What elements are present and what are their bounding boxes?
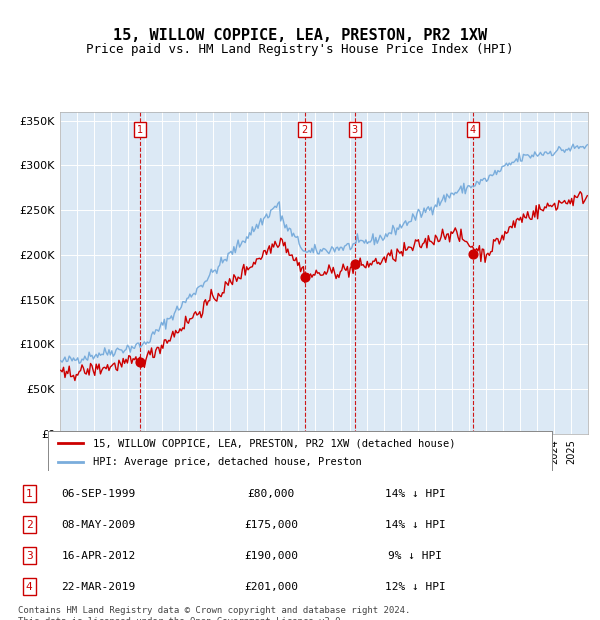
Text: £80,000: £80,000 bbox=[248, 489, 295, 498]
Text: 15, WILLOW COPPICE, LEA, PRESTON, PR2 1XW (detached house): 15, WILLOW COPPICE, LEA, PRESTON, PR2 1X… bbox=[94, 438, 456, 448]
Text: 14% ↓ HPI: 14% ↓ HPI bbox=[385, 520, 446, 529]
Text: HPI: Average price, detached house, Preston: HPI: Average price, detached house, Pres… bbox=[94, 457, 362, 467]
Text: 1: 1 bbox=[26, 489, 32, 498]
Text: 3: 3 bbox=[26, 551, 32, 560]
Text: 2: 2 bbox=[26, 520, 32, 529]
Text: 14% ↓ HPI: 14% ↓ HPI bbox=[385, 489, 446, 498]
Text: 16-APR-2012: 16-APR-2012 bbox=[61, 551, 136, 560]
Text: 1: 1 bbox=[137, 125, 143, 135]
Point bbox=[468, 249, 478, 259]
Point bbox=[300, 272, 310, 282]
Text: 15, WILLOW COPPICE, LEA, PRESTON, PR2 1XW: 15, WILLOW COPPICE, LEA, PRESTON, PR2 1X… bbox=[113, 28, 487, 43]
Text: 08-MAY-2009: 08-MAY-2009 bbox=[61, 520, 136, 529]
Text: £201,000: £201,000 bbox=[244, 582, 298, 591]
Text: 4: 4 bbox=[26, 582, 32, 591]
Text: £175,000: £175,000 bbox=[244, 520, 298, 529]
Text: 22-MAR-2019: 22-MAR-2019 bbox=[61, 582, 136, 591]
Text: Price paid vs. HM Land Registry's House Price Index (HPI): Price paid vs. HM Land Registry's House … bbox=[86, 43, 514, 56]
Point bbox=[350, 259, 359, 269]
Text: 06-SEP-1999: 06-SEP-1999 bbox=[61, 489, 136, 498]
Text: 4: 4 bbox=[470, 125, 476, 135]
Text: 3: 3 bbox=[352, 125, 358, 135]
Point bbox=[135, 357, 145, 367]
Text: 12% ↓ HPI: 12% ↓ HPI bbox=[385, 582, 446, 591]
Text: £190,000: £190,000 bbox=[244, 551, 298, 560]
Text: 9% ↓ HPI: 9% ↓ HPI bbox=[388, 551, 442, 560]
Text: 2: 2 bbox=[301, 125, 308, 135]
Text: Contains HM Land Registry data © Crown copyright and database right 2024.
This d: Contains HM Land Registry data © Crown c… bbox=[18, 606, 410, 620]
